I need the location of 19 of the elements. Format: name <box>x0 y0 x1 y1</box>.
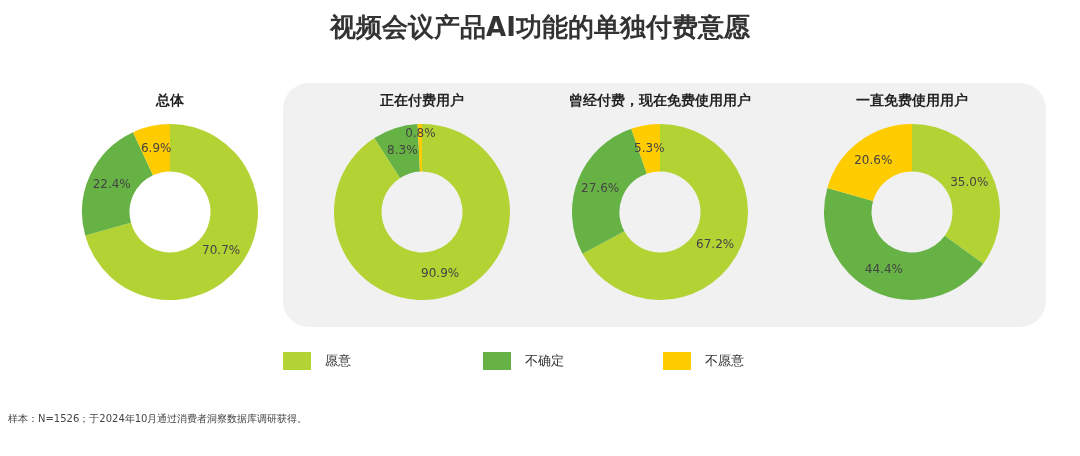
data-label: 20.6% <box>854 152 893 167</box>
data-label: 70.7% <box>202 243 241 258</box>
data-label: 90.9% <box>421 265 460 280</box>
text: 样本：N=1526；于2024年10月通过消费者洞察数据库调研获得。 <box>8 412 308 426</box>
chart-title: 正在付费用户 <box>379 92 465 110</box>
chart-title: 一直免费使用用户 <box>855 92 969 110</box>
text: 视频会议产品AI功能的单独付费意愿 <box>328 11 751 44</box>
data-label: 27.6% <box>581 180 620 195</box>
chart-title: 总体 <box>154 92 185 110</box>
data-label: 44.4% <box>864 261 903 276</box>
legend-label: 愿意 <box>325 352 351 370</box>
data-label: 67.2% <box>696 237 735 252</box>
data-label: 6.9% <box>140 141 172 156</box>
data-label: 8.3% <box>387 142 418 157</box>
data-label: 35.0% <box>950 174 989 189</box>
chart-title: 曾经付费，现在免费使用用户 <box>568 92 752 110</box>
legend-label: 不确定 <box>525 352 564 370</box>
data-label: 22.4% <box>92 177 131 192</box>
legend-label: 不愿意 <box>705 352 744 370</box>
